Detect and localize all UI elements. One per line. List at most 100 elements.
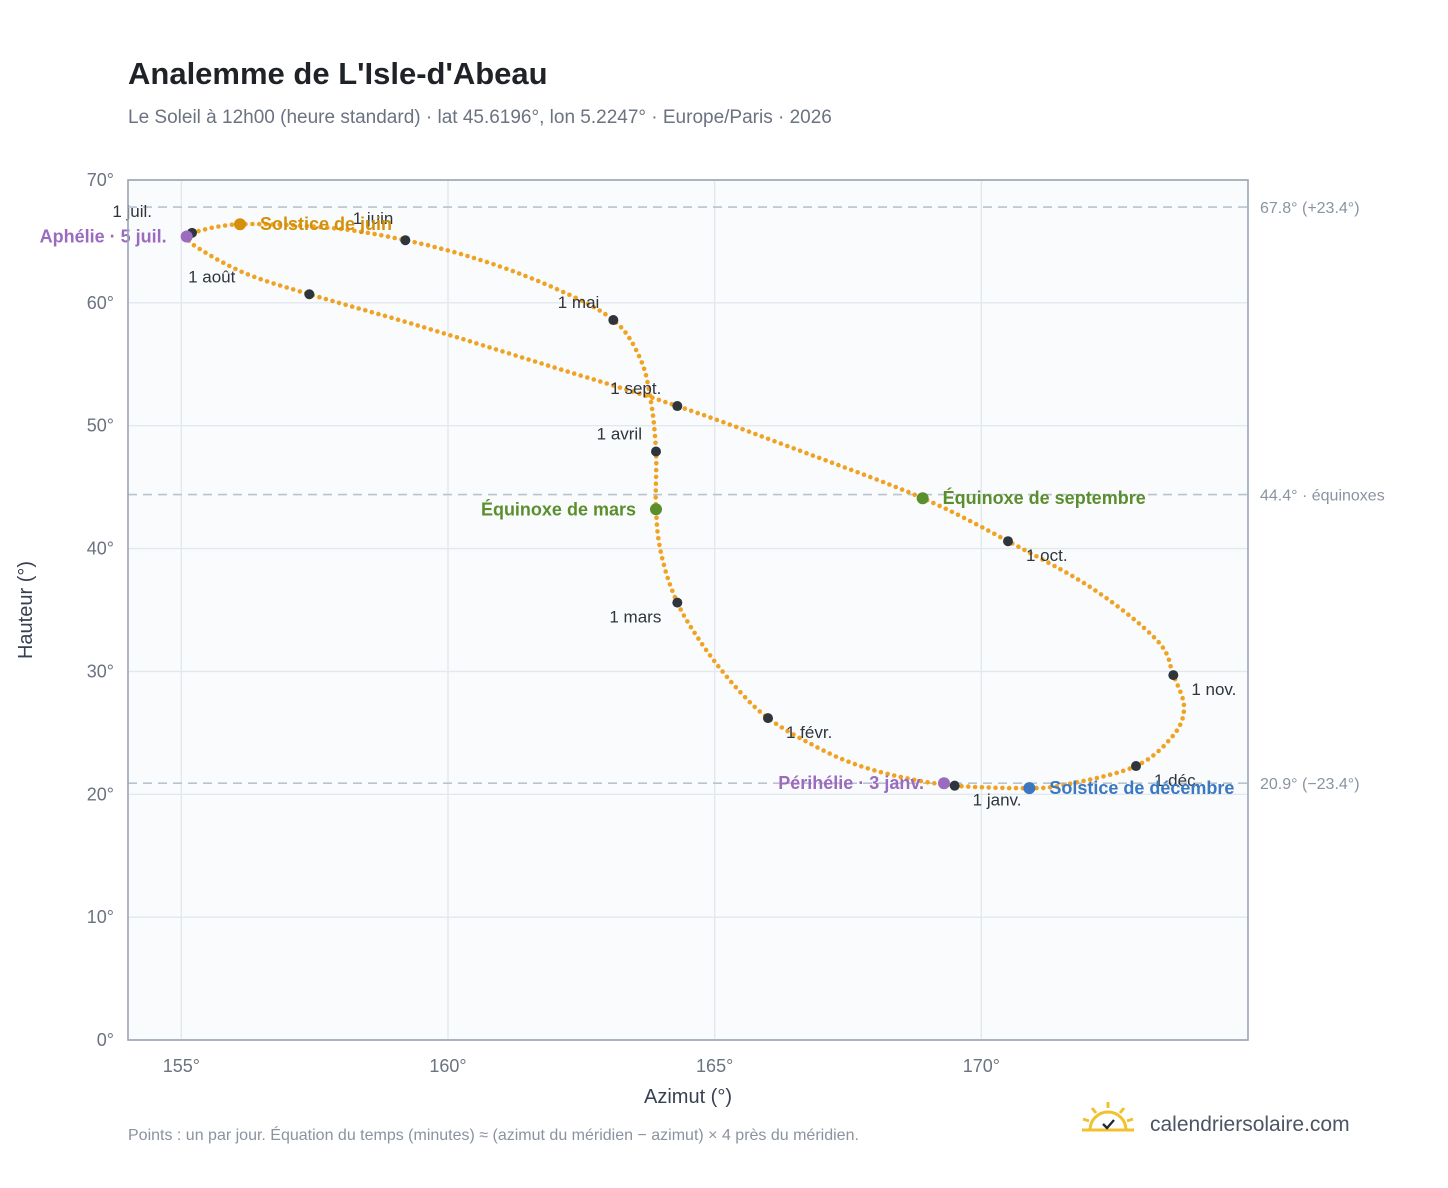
daily-point — [263, 221, 269, 227]
daily-point — [727, 422, 733, 427]
daily-point — [654, 461, 659, 466]
month-marker — [1131, 761, 1141, 772]
daily-point — [435, 329, 440, 334]
daily-point — [227, 263, 232, 269]
daily-point — [891, 773, 897, 778]
daily-point — [1180, 716, 1185, 721]
daily-point — [603, 311, 608, 317]
daily-point — [222, 223, 228, 228]
daily-point — [358, 229, 364, 235]
daily-point — [641, 366, 647, 372]
daily-point — [955, 512, 961, 518]
daily-point — [695, 410, 700, 416]
daily-point — [1067, 781, 1073, 786]
daily-point — [325, 225, 330, 230]
daily-point — [1087, 777, 1093, 782]
reference-line-label: 44.4° · équinoxes — [1260, 488, 1385, 505]
daily-point — [1081, 580, 1087, 586]
daily-point — [707, 653, 713, 658]
daily-point — [532, 359, 538, 364]
daily-point — [973, 521, 979, 527]
daily-point — [415, 323, 421, 328]
month-marker-label: 1 mars — [609, 608, 661, 627]
daily-point — [827, 751, 832, 756]
daily-point — [651, 420, 657, 425]
daily-point — [846, 759, 851, 764]
daily-point — [911, 777, 917, 783]
daily-point — [653, 474, 659, 480]
daily-point — [663, 399, 668, 405]
reference-line-label: 67.8° (+23.4°) — [1260, 200, 1360, 217]
daily-point — [1141, 625, 1147, 631]
month-marker — [1168, 670, 1179, 681]
daily-point — [1178, 689, 1183, 695]
daily-point — [658, 549, 663, 554]
month-marker — [949, 780, 960, 791]
y-tick-label: 70° — [87, 170, 114, 190]
daily-point — [558, 367, 564, 372]
daily-point — [585, 375, 590, 380]
daily-point — [379, 233, 384, 238]
daily-point — [740, 427, 745, 432]
daily-point — [855, 470, 860, 475]
x-tick-label: 170° — [963, 1056, 1000, 1076]
daily-point — [438, 246, 444, 251]
plot-area — [128, 180, 1248, 1040]
month-marker — [400, 235, 411, 246]
daily-point — [519, 355, 525, 360]
daily-point — [461, 337, 466, 342]
daily-point — [657, 542, 662, 548]
daily-point — [646, 386, 651, 392]
daily-point — [624, 387, 629, 392]
daily-point — [810, 453, 816, 458]
daily-point — [1093, 588, 1098, 593]
month-marker-label: 1 oct. — [1026, 546, 1068, 565]
daily-point — [753, 431, 758, 437]
daily-point — [1170, 733, 1175, 739]
daily-point — [815, 745, 820, 750]
daily-point — [797, 448, 803, 454]
daily-point — [578, 373, 583, 378]
y-tick-label: 60° — [87, 293, 114, 313]
daily-point — [752, 704, 757, 710]
daily-point — [653, 467, 659, 473]
daily-point — [656, 535, 661, 541]
daily-point — [1094, 775, 1100, 781]
x-tick-label: 165° — [696, 1056, 733, 1076]
daily-point — [791, 446, 796, 451]
daily-point — [597, 308, 602, 313]
footnote: Points : un par jour. Équation du temps … — [128, 1125, 859, 1144]
daily-point — [630, 341, 636, 347]
daily-point — [454, 335, 460, 340]
daily-point — [836, 462, 841, 468]
daily-point — [491, 262, 496, 267]
daily-point — [746, 429, 752, 434]
daily-point — [202, 227, 208, 232]
daily-point — [221, 260, 226, 266]
event-label: Aphélie · 5 juil. — [40, 227, 167, 247]
daily-point — [215, 257, 220, 262]
brand-name: calendriersolaire.com — [1150, 1113, 1350, 1136]
month-marker-label: 1 févr. — [786, 723, 832, 742]
daily-point — [290, 287, 296, 292]
daily-point — [925, 780, 930, 785]
daily-point — [716, 664, 721, 669]
daily-point — [1145, 757, 1151, 762]
daily-point — [714, 417, 720, 423]
daily-point — [721, 419, 726, 425]
chart-title: Analemme de L'Isle-d'Abeau — [128, 56, 548, 91]
event-label: Solstice de juin — [260, 214, 392, 234]
daily-point — [655, 529, 660, 534]
daily-point — [1034, 554, 1039, 559]
daily-point — [529, 276, 535, 281]
daily-point — [1115, 604, 1120, 609]
daily-point — [471, 255, 477, 261]
daily-point — [336, 300, 342, 306]
daily-point — [663, 569, 668, 574]
daily-point — [480, 343, 486, 348]
daily-point — [591, 304, 597, 310]
daily-point — [852, 761, 858, 767]
x-axis-title: Azimut (°) — [644, 1086, 732, 1108]
y-tick-label: 10° — [87, 907, 114, 927]
daily-point — [943, 506, 949, 512]
